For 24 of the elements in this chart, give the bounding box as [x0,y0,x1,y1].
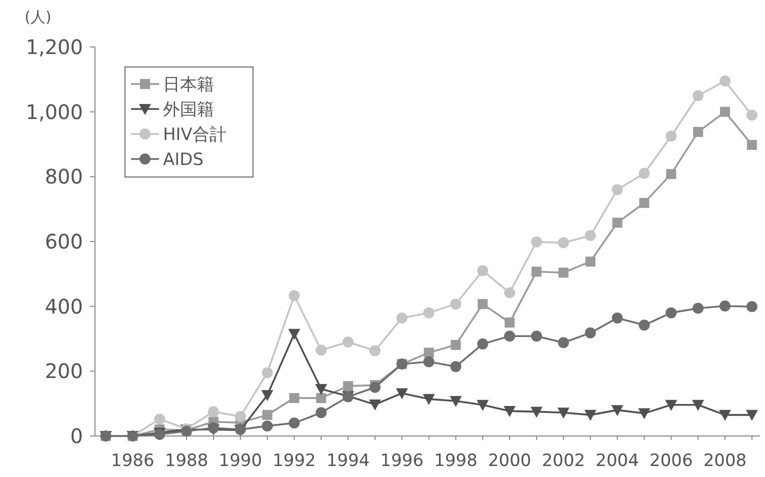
x-tick-label: 2008 [703,451,747,471]
x-tick-label: 2000 [488,451,532,471]
x-tick-label: 1986 [111,451,154,471]
x-tick-label: 1994 [326,451,370,471]
y-tick-label: 1,000 [26,100,83,124]
legend-label: 日本籍 [163,75,214,95]
y-tick-label: 1,200 [26,35,83,59]
y-tick-label: 0 [70,424,83,448]
x-tick-label: 2002 [542,451,586,471]
x-tick-label: 1992 [272,451,316,471]
x-tick-label: 1998 [434,451,478,471]
x-tick-label: 1996 [380,451,424,471]
x-tick-label: 1988 [164,451,208,471]
legend-label: 外国籍 [163,100,214,120]
y-tick-label: 400 [44,294,83,318]
y-tick-label: 800 [44,164,83,189]
legend-label: AIDS [163,150,204,170]
y-tick-label: 600 [44,230,83,254]
x-tick-label: 2004 [596,451,639,471]
x-tick-label: 1990 [218,451,262,471]
y-tick-label: 200 [44,359,83,384]
legend-label: HIV合計 [163,125,226,145]
x-tick-label: 2006 [650,451,693,471]
y-axis-title: (人) [24,8,52,26]
